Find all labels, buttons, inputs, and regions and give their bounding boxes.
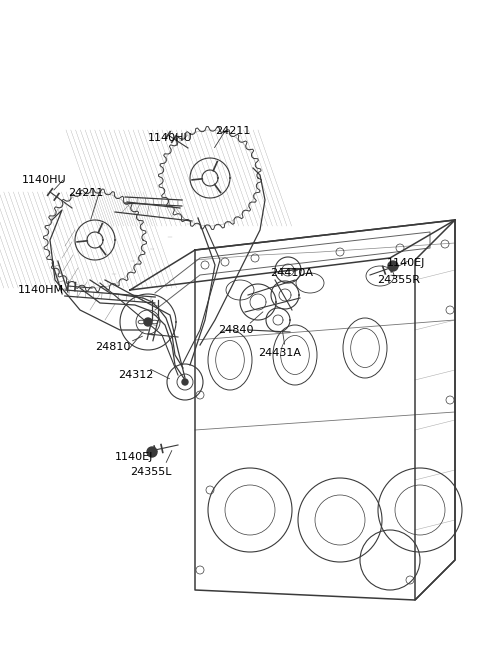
Text: 1140HU: 1140HU bbox=[22, 175, 67, 185]
Text: 24355R: 24355R bbox=[377, 275, 420, 285]
Text: 1140HU: 1140HU bbox=[148, 133, 192, 143]
Circle shape bbox=[388, 261, 398, 271]
Text: 24211: 24211 bbox=[215, 126, 251, 136]
Circle shape bbox=[147, 447, 157, 457]
Text: 24810: 24810 bbox=[95, 342, 131, 352]
Text: 24211: 24211 bbox=[68, 188, 103, 198]
Circle shape bbox=[144, 318, 152, 326]
Text: 24312: 24312 bbox=[118, 370, 154, 380]
Text: 24840: 24840 bbox=[218, 325, 253, 335]
Text: 24410A: 24410A bbox=[270, 268, 313, 278]
Text: 1140EJ: 1140EJ bbox=[387, 258, 425, 268]
Text: 24431A: 24431A bbox=[258, 348, 301, 358]
Circle shape bbox=[182, 379, 188, 385]
Text: 24355L: 24355L bbox=[130, 467, 171, 477]
Text: 1140EJ: 1140EJ bbox=[115, 452, 154, 462]
Text: 1140HM: 1140HM bbox=[18, 285, 64, 295]
